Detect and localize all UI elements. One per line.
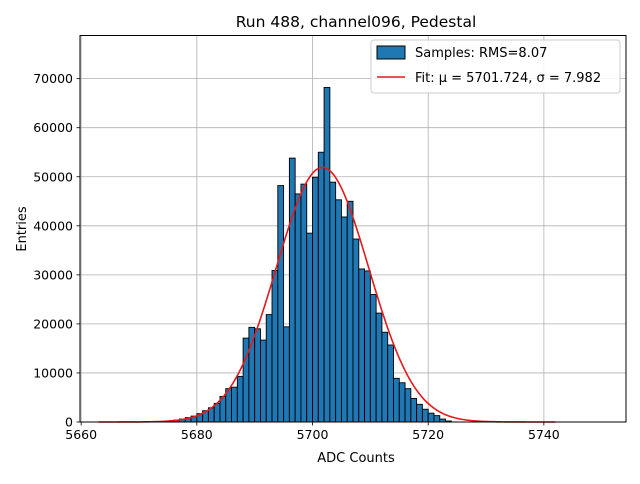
x-tick-label: 5740 [528,427,560,442]
histogram-bar [288,157,296,423]
histogram-bar [323,87,331,423]
histogram-bar [300,183,308,423]
histogram-bar [421,408,429,423]
histogram-bar [381,331,389,423]
histogram-bar [260,339,267,423]
legend-box [370,39,621,94]
y-axis-label: Entries [15,206,30,252]
histogram-bar [375,312,383,423]
y-tick-label: 40000 [33,218,73,233]
histogram-bar [213,402,221,423]
histogram-bar [236,375,244,423]
histogram-bar [329,181,337,423]
histogram-bar [358,268,366,423]
histogram-bar [410,398,418,423]
x-tick-label: 5680 [181,427,213,442]
x-tick-label: 5660 [65,427,97,442]
y-tick-label: 70000 [33,71,73,86]
y-tick-label: 50000 [33,169,73,184]
histogram-bar [427,412,435,423]
chart-title: Run 488, channel096, Pedestal [236,13,477,31]
histogram-bar [335,199,342,423]
histogram-bar [254,328,261,423]
y-tick-label: 0 [65,415,73,430]
legend-samples-label: Samples: RMS=8.07 [415,46,547,61]
histogram-bar [294,193,302,423]
fit-curve-layer [98,166,556,423]
histogram-bar [364,270,371,423]
histogram-bar [404,388,412,423]
axis-ticks: 5660 5680 5700 5720 5740 0 10000 20000 30000 4000… [33,71,560,442]
histogram-bars [167,87,452,423]
histogram-bar [398,382,406,423]
histogram-bar [346,200,354,423]
histogram-bar [317,151,325,423]
gaussian-fit-curve [98,166,556,423]
histogram-bar [340,216,348,423]
legend-bar-swatch [376,45,406,60]
histogram-bar [312,176,319,423]
histogram-bar [433,415,441,423]
plot-frame [79,35,627,423]
x-axis-label: ADC Counts [317,451,395,466]
legend: Samples: RMS=8.07 Fit: μ = 5701.724, σ =… [370,39,621,94]
histogram-bar [387,344,394,423]
histogram-bar [265,314,273,423]
x-tick-label: 5700 [297,427,329,442]
histogram-bar [352,238,360,423]
histogram-bar [283,326,290,423]
x-tick-label: 5720 [412,427,444,442]
histogram-bar [277,185,285,423]
histogram-bar [416,403,423,423]
y-tick-label: 60000 [33,120,73,135]
y-tick-label: 30000 [33,267,73,282]
y-tick-label: 20000 [33,316,73,331]
y-tick-label: 10000 [33,365,73,380]
histogram-bar [231,386,238,423]
histogram-bar [306,232,313,423]
histogram-bar [369,294,377,423]
legend-fit-label: Fit: μ = 5701.724, σ = 7.982 [415,71,601,86]
histogram-bar [393,377,400,423]
histogram-bar [271,269,279,423]
